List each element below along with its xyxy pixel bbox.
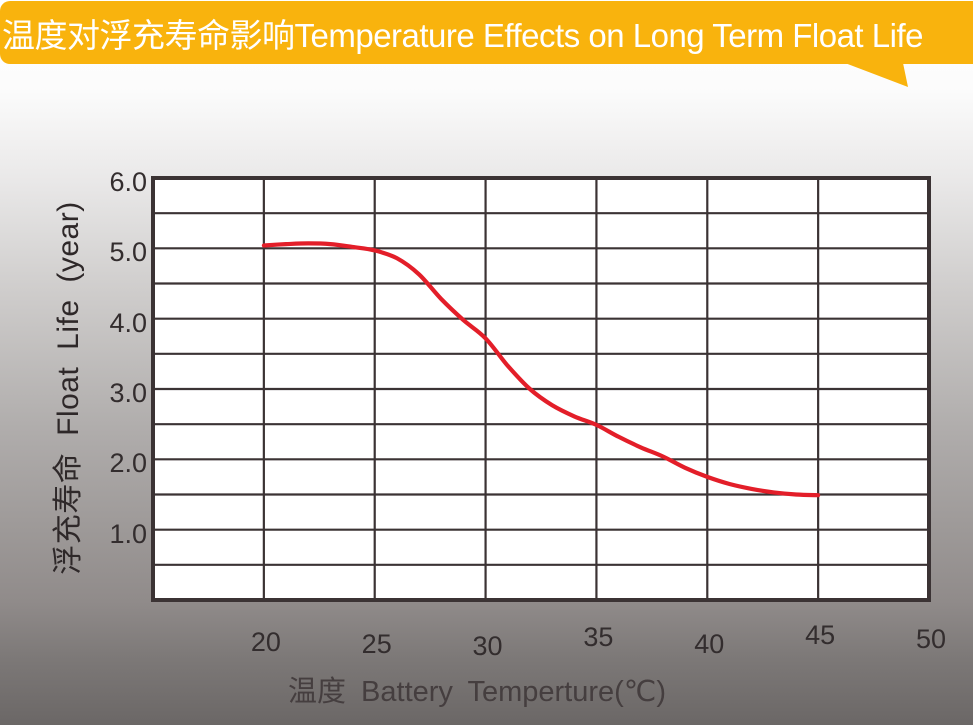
x-tick-label: 50	[915, 624, 947, 654]
x-tick-label: 45	[805, 620, 836, 650]
banner-tail-icon	[845, 63, 908, 87]
y-tick-label: 2.0	[109, 448, 147, 479]
banner: 温度对浮充寿命影响Temperature Effects on Long Ter…	[0, 1, 973, 64]
y-tick-label: 4.0	[109, 307, 147, 338]
grid-lines	[153, 178, 929, 600]
plot-border	[151, 176, 931, 602]
x-tick-label: 20	[250, 627, 281, 657]
y-tick-label: 5.0	[109, 237, 147, 268]
y-tick-label: 1.0	[109, 518, 147, 549]
x-axis-title: 温度 Battery Temperture(℃)	[288, 676, 667, 708]
x-tick-label: 35	[583, 622, 614, 652]
y-axis-title: 浮充寿命 Float Life (year)	[52, 201, 85, 575]
x-tick-label: 40	[694, 629, 725, 659]
x-tick-label: 25	[361, 629, 392, 659]
x-tick-label: 30	[472, 631, 503, 661]
y-tick-label: 3.0	[109, 378, 147, 408]
float-life-curve	[261, 241, 821, 498]
page-title: 温度对浮充寿命影响Temperature Effects on Long Ter…	[2, 16, 923, 54]
y-tick-label: 6.0	[109, 167, 147, 197]
